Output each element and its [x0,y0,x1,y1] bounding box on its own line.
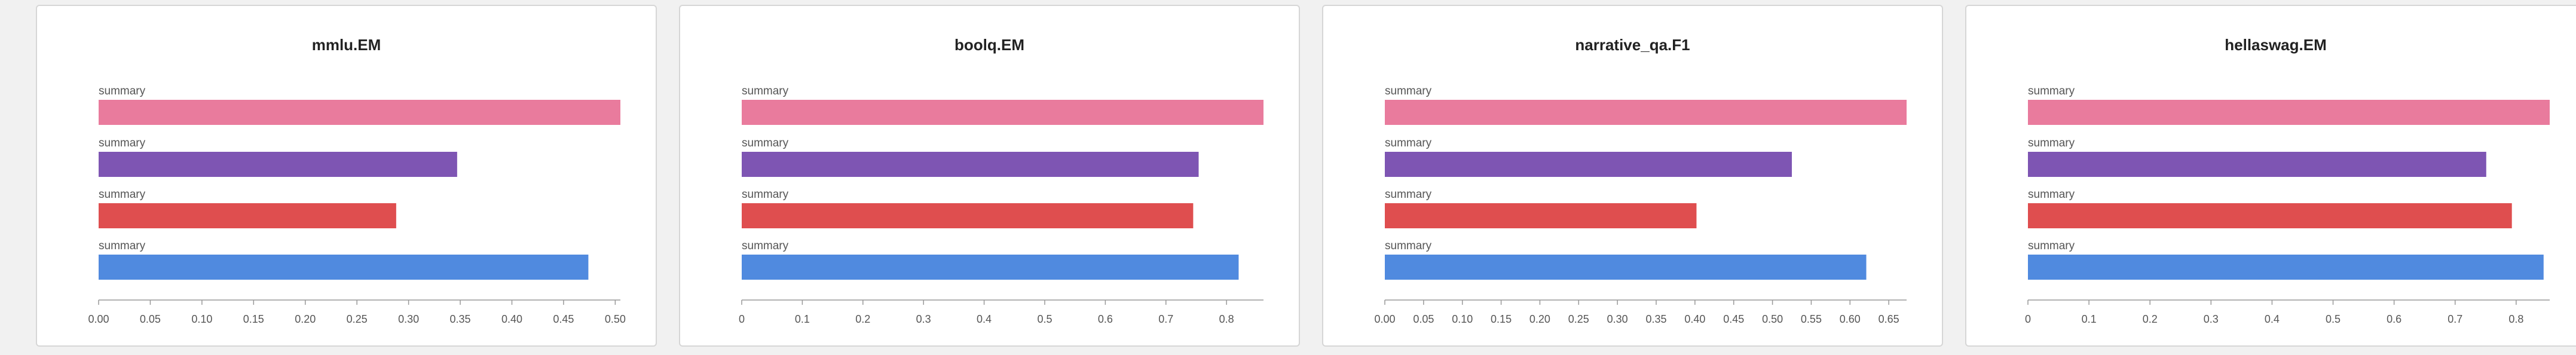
x-tick-label: 0.20 [295,313,316,325]
x-tick-label: 0.00 [88,313,109,325]
x-tick-label: 0.2 [855,313,870,325]
bar[interactable] [2028,152,2486,177]
bar-category-label: summary [742,240,789,252]
bar-category-label: summary [2028,240,2075,252]
bar-category-label: summary [1385,240,1432,252]
x-tick-label: 0.30 [1607,313,1628,325]
x-tick-label: 0.30 [398,313,419,325]
x-tick-label: 0.15 [243,313,264,325]
bar-category-label: summary [2028,188,2075,201]
x-tick-label: 0.8 [1219,313,1234,325]
x-tick-label: 0.4 [977,313,992,325]
bar-category-label: summary [99,85,146,97]
x-tick-label: 0.60 [1840,313,1861,325]
chart-svg: boolq.EM summary summary summary summary 0 0.1… [739,36,1263,325]
x-tick-label: 0.1 [2082,313,2097,325]
x-tick-label: 0.4 [2265,313,2280,325]
x-tick-label: 0.25 [1568,313,1589,325]
x-tick-label: 0.40 [1684,313,1705,325]
chart-svg: mmlu.EM summary summary summary summary 0.00 0… [88,36,626,325]
x-tick-label: 0.00 [1374,313,1395,325]
bar[interactable] [1385,152,1792,177]
chart-title: hellaswag.EM [2225,36,2327,54]
x-tick-label: 0.35 [450,313,471,325]
bar[interactable] [2028,203,2512,228]
bar[interactable] [1385,100,1907,125]
bar[interactable] [1385,255,1867,280]
x-tick-label: 0.20 [1529,313,1550,325]
chart-panel-boolq: boolq.EM summary summary summary summary 0 0.1… [679,5,1300,347]
x-tick-label: 0.7 [1158,313,1173,325]
bar-category-label: summary [1385,137,1432,149]
bar[interactable] [742,203,1194,228]
bar-category-label: summary [2028,137,2075,149]
x-tick-label: 0.35 [1645,313,1666,325]
x-tick-label: 0.55 [1801,313,1822,325]
bar-category-label: summary [1385,188,1432,201]
x-tick-label: 0.50 [1762,313,1783,325]
bar-category-label: summary [742,188,789,201]
x-tick-label: 0.05 [140,313,161,325]
x-tick-label: 0.5 [2326,313,2341,325]
x-tick-label: 0.25 [347,313,368,325]
x-tick-label: 0.05 [1413,313,1434,325]
x-tick-label: 0.6 [2387,313,2401,325]
chart-title: mmlu.EM [312,36,381,54]
bar[interactable] [742,152,1199,177]
x-tick-label: 0.6 [1098,313,1113,325]
x-tick-label: 0.10 [191,313,212,325]
x-tick-label: 0.1 [795,313,810,325]
bar-category-label: summary [99,137,146,149]
bar-category-label: summary [99,240,146,252]
bar[interactable] [99,100,620,125]
x-tick-label: 0.65 [1879,313,1899,325]
bar[interactable] [742,100,1263,125]
bar[interactable] [99,255,589,280]
bar[interactable] [99,203,396,228]
bar-category-label: summary [1385,85,1432,97]
x-tick-label: 0.45 [553,313,574,325]
x-tick-label: 0.15 [1491,313,1512,325]
chart-panel-hellaswag: hellaswag.EM summary summary summary summary… [1965,5,2576,347]
bar[interactable] [742,255,1239,280]
chart-panel-mmlu: mmlu.EM summary summary summary summary 0.00 0… [36,5,657,347]
bar[interactable] [99,152,457,177]
chart-svg: hellaswag.EM summary summary summary summary… [2025,36,2550,325]
bar[interactable] [1385,203,1697,228]
bar-category-label: summary [2028,85,2075,97]
x-tick-label: 0.3 [916,313,931,325]
x-tick-label: 0 [2025,313,2031,325]
x-tick-label: 0.45 [1723,313,1744,325]
x-tick-label: 0 [739,313,745,325]
x-tick-label: 0.8 [2508,313,2523,325]
x-tick-label: 0.2 [2143,313,2158,325]
x-tick-label: 0.3 [2204,313,2219,325]
bar-category-label: summary [99,188,146,201]
bar-category-label: summary [742,85,789,97]
x-tick-label: 0.40 [501,313,522,325]
bar-category-label: summary [742,137,789,149]
chart-title: narrative_qa.F1 [1575,36,1690,54]
x-tick-label: 0.5 [1037,313,1052,325]
bar[interactable] [2028,255,2544,280]
x-tick-label: 0.10 [1452,313,1473,325]
x-tick-label: 0.50 [605,313,626,325]
chart-title: boolq.EM [954,36,1024,54]
x-tick-label: 0.7 [2447,313,2462,325]
bar[interactable] [2028,100,2550,125]
